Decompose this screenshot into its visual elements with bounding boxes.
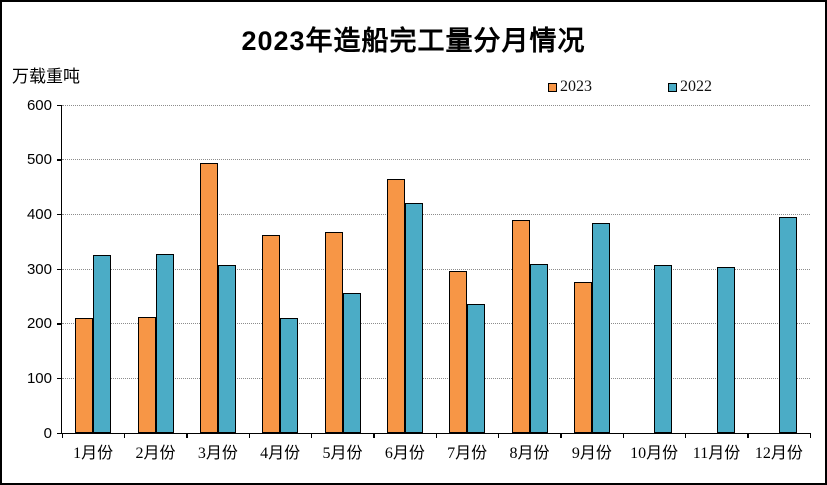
x-tick-mark-6 [435,433,437,438]
y-tick-label-0: 0 [43,424,52,442]
bar-2023-3月份 [199,162,218,433]
y-tick-label-400: 400 [26,205,52,223]
bar-2022-12月份 [778,216,797,433]
x-tick-mark-1 [123,433,126,438]
bar-2023-9月份 [573,282,592,433]
legend-swatch-2023-icon [548,82,557,92]
x-tick-mark-8 [560,433,562,438]
x-tick-mark-10 [684,433,687,438]
x-tick-mark-2 [186,433,188,438]
x-tick-label-4月份: 4月份 [260,445,301,462]
bar-2023-1月份 [75,317,94,433]
y-tick-mark-500 [57,159,62,161]
legend-entry-2023: 2023 [548,78,592,96]
x-tick-mark-11 [747,433,749,438]
bar-2023-7月份 [449,271,468,433]
bar-2022-11月份 [716,266,735,433]
gridline-200 [62,323,810,325]
bar-2023-8月份 [511,220,530,433]
y-tick-mark-600 [57,104,62,106]
bar-2022-1月份 [93,255,112,433]
x-axis-line [60,432,810,434]
bar-2022-6月份 [404,202,423,433]
x-tick-label-11月份: 11月份 [692,445,741,462]
gridline-600 [62,104,810,106]
x-tick-label-9月份: 9月份 [571,445,612,462]
gridline-300 [62,268,810,270]
y-tick-mark-0 [57,432,62,434]
x-tick-mark-3 [248,433,250,438]
x-tick-mark-5 [373,433,375,438]
y-tick-mark-200 [57,323,62,325]
bar-2023-2月份 [137,317,156,433]
x-tick-label-6月份: 6月份 [384,445,425,462]
y-tick-label-300: 300 [26,260,52,278]
bar-2022-4月份 [280,318,299,433]
bar-2023-4月份 [262,234,281,433]
bar-2022-3月份 [217,264,236,433]
x-tick-label-2月份: 2月份 [135,445,176,462]
y-tick-mark-400 [57,213,62,216]
x-tick-label-1月份: 1月份 [73,445,114,462]
x-tick-label-10月份: 10月份 [630,445,679,462]
bar-2023-6月份 [386,179,405,433]
y-tick-label-600: 600 [26,96,52,114]
y-axis-line [60,105,62,433]
bar-2022-9月份 [591,222,610,433]
bar-2022-10月份 [654,264,673,433]
bar-2022-7月份 [467,303,486,433]
x-tick-mark-12 [809,433,811,438]
y-tick-label-100: 100 [26,369,52,387]
chart-title: 2023年造船完工量分月情况 [241,26,586,56]
legend-label-2023: 2023 [560,78,592,95]
legend-entry-2022: 2022 [668,78,712,96]
y-tick-label-500: 500 [26,151,52,169]
x-tick-label-12月份: 12月份 [754,445,803,462]
x-tick-mark-7 [497,433,500,438]
x-tick-mark-9 [622,433,624,438]
gridline-500 [62,159,810,161]
gridline-100 [62,377,810,379]
gridline-400 [62,213,810,215]
x-tick-label-8月份: 8月份 [509,445,550,462]
x-tick-label-3月份: 3月份 [197,445,238,462]
bar-2022-8月份 [529,263,548,433]
legend-swatch-2022-icon [668,82,677,92]
y-tick-label-200: 200 [26,315,52,333]
y-axis-unit-label: 万载重吨 [12,67,80,86]
y-tick-mark-100 [57,377,62,380]
bar-2022-2月份 [155,254,174,433]
x-tick-label-5月份: 5月份 [322,445,363,462]
x-tick-label-7月份: 7月份 [447,445,488,462]
x-tick-mark-0 [61,433,63,438]
y-tick-mark-300 [57,268,62,270]
bar-2023-5月份 [324,231,343,433]
bar-2022-5月份 [342,292,361,433]
legend-label-2022: 2022 [680,78,712,95]
x-tick-mark-4 [310,433,313,438]
